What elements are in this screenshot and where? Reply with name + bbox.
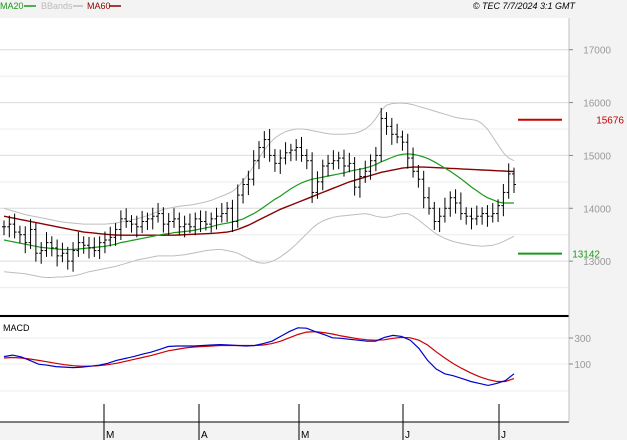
price-y-tick-label: 16000 [583,99,611,110]
grid [0,49,569,392]
price-levels: 15676 13142 [518,116,624,261]
level-label-resistance: 15676 [596,116,624,127]
price-panel-bg [0,18,569,314]
price-y-tick-label: 14000 [583,204,611,215]
price-y-tick-label: 13000 [583,257,611,268]
x-tick-label: M [106,430,114,440]
macd-y-tick-label: 300 [574,334,591,345]
macd-panel-bg [0,318,569,422]
legend: MA20 BBands MA60 [0,1,121,11]
ma60-line [3,166,515,236]
macd-y-ticks: 300 100 [569,334,591,371]
copyright-text: © TEC 7/7/2024 3:1 GMT [473,1,577,11]
x-tick-label: A [201,430,208,440]
price-y-ticks: 17000 16000 15000 14000 13000 [569,46,611,268]
price-y-tick-label: 17000 [583,46,611,57]
price-bars [2,107,516,272]
x-tick-label: M [301,430,309,440]
x-tick-label: J [405,430,410,440]
level-label-support: 13142 [572,250,600,261]
macd-line [3,327,515,387]
macd-lines [3,327,515,387]
price-y-tick-label: 15000 [583,151,611,162]
legend-bbands: BBands [41,1,73,11]
bband-lower [3,213,515,278]
macd-title: MACD [3,323,30,333]
legend-ma60: MA60 [87,1,111,11]
legend-ma20: MA20 [0,1,24,11]
x-tick-label: J [501,430,506,440]
macd-y-tick-label: 100 [574,360,591,371]
